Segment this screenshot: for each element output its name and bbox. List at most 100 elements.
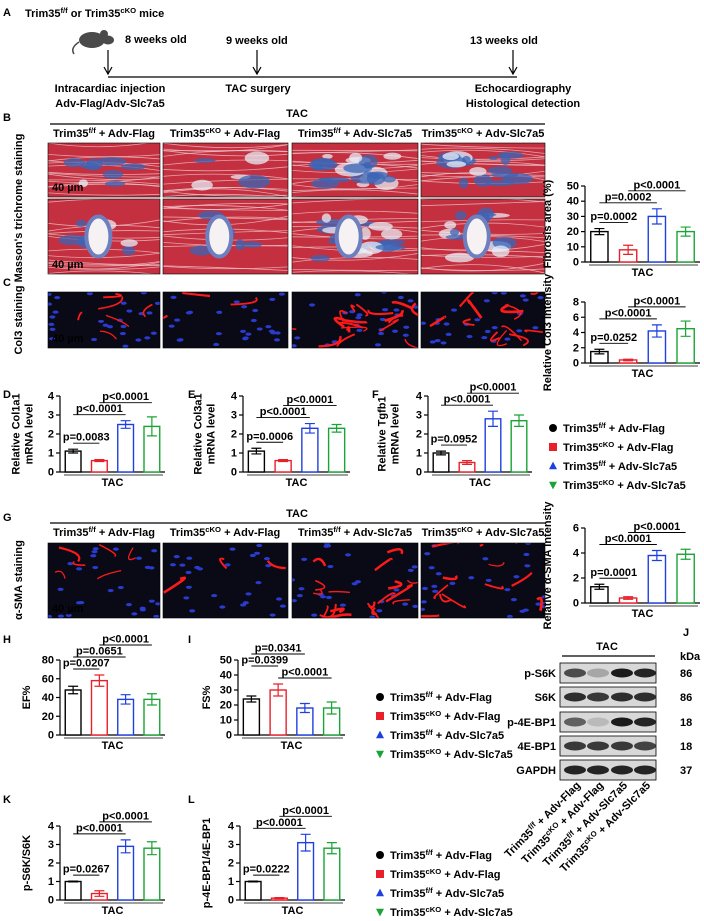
y-tick-label: 8 — [573, 297, 579, 309]
nucleus — [126, 309, 133, 313]
vessel — [462, 214, 491, 259]
error-bar — [514, 414, 524, 427]
nucleus — [298, 587, 305, 591]
panel-label: C — [3, 277, 11, 289]
nucleus — [485, 578, 492, 583]
nucleus — [535, 602, 542, 606]
legend-label-part: Trim35 — [563, 423, 598, 435]
micrograph — [48, 199, 160, 274]
nucleus — [122, 344, 129, 348]
stain — [442, 575, 458, 581]
stain — [329, 613, 352, 618]
column-header-part: Trim35 — [422, 527, 457, 539]
p-value: p=0.0252 — [590, 332, 637, 344]
panel-label: I — [188, 634, 191, 646]
micrograph-border — [162, 142, 289, 198]
collagen — [442, 152, 459, 161]
collagen — [368, 222, 393, 231]
stain — [466, 299, 483, 319]
micrograph-border — [420, 542, 546, 619]
column-header-part: Trim35 — [53, 128, 88, 140]
y-axis-label: Fibrosis area (%) — [542, 179, 554, 268]
panel-label: L — [188, 794, 195, 806]
nucleus — [189, 609, 196, 613]
stain — [388, 580, 403, 590]
y-tick-label: 4 — [416, 391, 423, 403]
fiber — [48, 192, 160, 196]
fiber — [48, 264, 160, 270]
micrograph-border — [291, 142, 419, 198]
error-bar — [146, 416, 157, 437]
y-axis-label: mRNA level — [24, 404, 36, 465]
bar — [301, 427, 319, 473]
tissue — [48, 143, 160, 197]
y-tick-label: 0 — [48, 895, 54, 907]
event-label: Intracardiac injection — [55, 83, 166, 95]
fiber — [48, 164, 160, 171]
nucleus — [224, 563, 231, 567]
fiber — [292, 149, 418, 154]
legend-label-part: + Adv-Slc7a5 — [433, 730, 504, 742]
y-axis-label: Relative α-SMA intensity — [542, 501, 554, 630]
nucleus — [177, 338, 184, 342]
legend-label: Trim35cKO + Adv-Flag — [390, 867, 500, 881]
collagen — [120, 239, 138, 247]
stain — [392, 599, 411, 605]
nucleus — [523, 552, 530, 557]
nucleus — [219, 605, 226, 609]
blot-band — [611, 741, 633, 751]
nucleus — [151, 549, 158, 553]
error-bar — [623, 244, 634, 255]
fiber — [163, 265, 288, 270]
collagen — [244, 151, 270, 165]
p-value: p<0.0001 — [633, 295, 680, 307]
nucleus — [197, 567, 204, 571]
nucleus — [474, 318, 481, 322]
p-value: p<0.0001 — [281, 667, 328, 679]
nucleus — [397, 295, 404, 300]
x-axis-label: TAC — [469, 477, 491, 489]
nucleus — [245, 332, 252, 336]
nucleus — [519, 294, 526, 298]
bar — [676, 553, 695, 604]
error-bar — [120, 839, 131, 854]
nucleus — [275, 597, 282, 601]
y-tick-label: 20 — [42, 711, 54, 723]
nucleus — [146, 311, 153, 315]
fiber — [163, 190, 288, 197]
nucleus — [274, 331, 281, 335]
collagen — [343, 163, 373, 173]
p-value: p<0.0001 — [76, 403, 123, 415]
nucleus — [327, 564, 334, 569]
micrograph — [421, 543, 545, 618]
legend-label-part: Trim35 — [390, 730, 425, 742]
bar — [323, 847, 341, 901]
nucleus — [213, 342, 220, 347]
nucleus — [355, 316, 362, 320]
y-axis-label: Relative Col1a1 — [11, 393, 23, 474]
column-header-part: cKO — [205, 525, 221, 534]
collagen — [487, 166, 513, 175]
error-bar — [680, 320, 691, 337]
blot-band — [587, 717, 609, 727]
error-bar — [120, 420, 131, 429]
legend-label-part: Trim35 — [390, 749, 425, 761]
error-bar — [651, 208, 662, 225]
legend-label-part: f/f — [598, 459, 606, 468]
x-axis-label: TAC — [282, 905, 304, 917]
error-bar — [623, 596, 634, 600]
nucleus — [254, 551, 261, 555]
stain — [103, 293, 122, 299]
micrograph — [48, 292, 160, 348]
bar — [64, 880, 82, 901]
error-bar — [651, 549, 662, 562]
nucleus — [125, 603, 132, 607]
column-header: Trim35cKO + Adv-Flag — [170, 525, 280, 539]
p-value: p<0.0001 — [102, 810, 149, 822]
collagen — [310, 254, 330, 262]
legend-label-part: + Adv-Flag — [441, 711, 500, 723]
nucleus — [491, 292, 498, 295]
blot-band — [634, 692, 656, 702]
legend-marker — [376, 870, 384, 878]
y-tick-label: 2 — [416, 429, 422, 441]
